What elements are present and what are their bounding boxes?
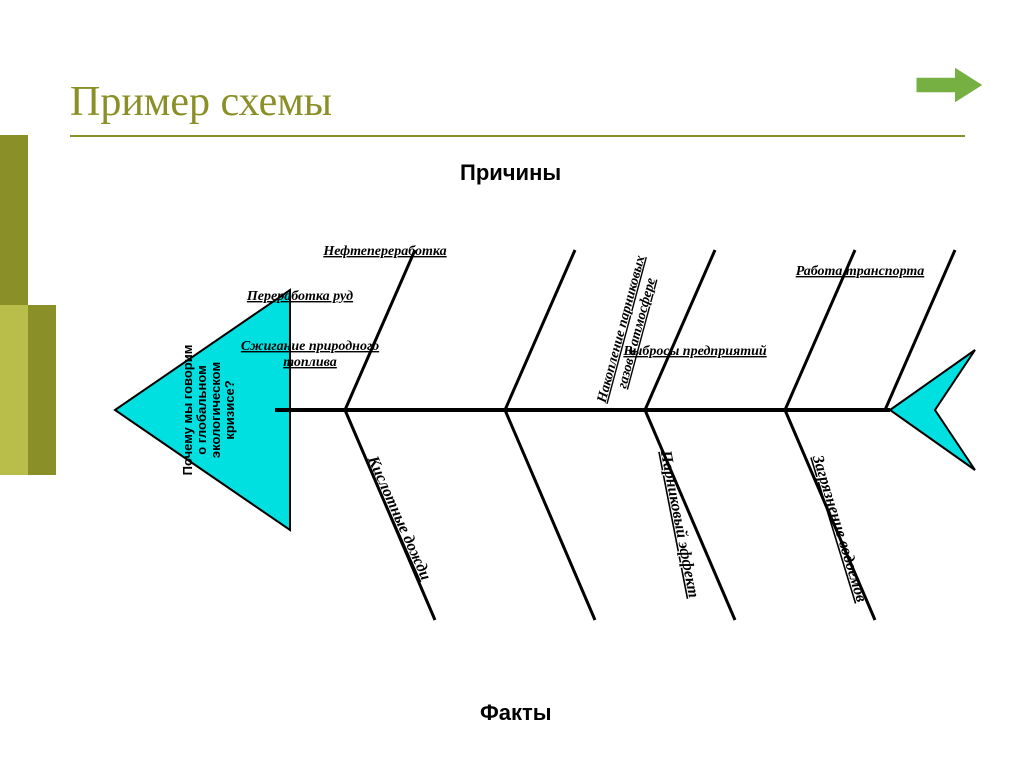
bone-label-top-3: Накопление парниковыхгазов в атмосфере xyxy=(594,254,663,410)
fishbone-diagram: Почему мы говоримо глобальномэкологическ… xyxy=(105,180,985,680)
section-label-facts: Факты xyxy=(480,700,552,726)
bone-label-bottom-2: Загрязнение водоемов xyxy=(809,452,870,604)
sidebar-block xyxy=(0,305,28,475)
bone-label-top-4: Выбросы предприятий xyxy=(622,344,767,359)
bone-label-top-5: Работа транспорта xyxy=(796,264,925,279)
bone-top xyxy=(645,250,715,410)
bone-label-top-1: Переработка руд xyxy=(246,289,353,304)
bone-top xyxy=(505,250,575,410)
title-underline xyxy=(70,135,965,137)
sidebar-block xyxy=(0,135,28,305)
bone-top xyxy=(345,250,415,410)
bone-label-top-0: Нефтепереработка xyxy=(322,244,446,259)
page-title: Пример схемы xyxy=(70,78,332,126)
bone-label-bottom-0: Кислотные дожди xyxy=(364,452,435,583)
bone-bottom xyxy=(505,410,595,620)
arrow-decor-icon xyxy=(915,65,985,105)
sidebar-block xyxy=(28,305,56,475)
